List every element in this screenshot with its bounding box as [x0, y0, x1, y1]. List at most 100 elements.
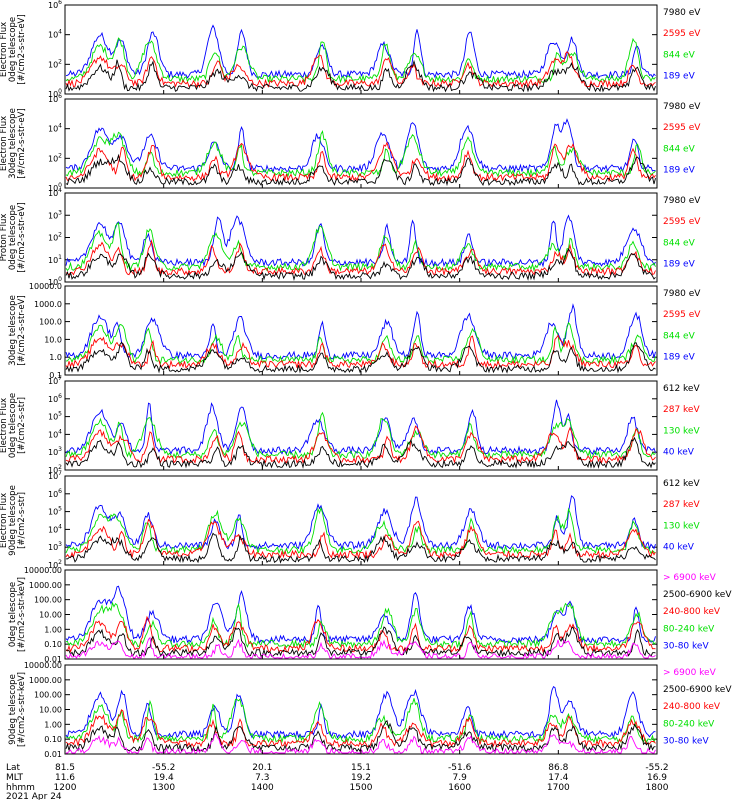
legend-item: 2595 eV [663, 217, 701, 227]
date-label: 2021 Apr 24 [6, 792, 62, 800]
legend-item: 844 eV [663, 144, 696, 154]
legend-item: 7980 eV [663, 8, 701, 18]
x-tick-label-mlt: 19.4 [154, 773, 174, 783]
x-tick-label-hhmm: 1800 [646, 783, 669, 793]
series-blue-trace [65, 399, 656, 456]
series-green-trace [65, 601, 656, 649]
x-tick-label-mlt: 7.3 [255, 773, 269, 783]
panel-1: 100 102 104 106 TEDElectron Flux0deg telesco… [0, 0, 701, 99]
panel-3: 100 101 102 103 104 TEDProton Flux0deg telesc… [0, 187, 701, 287]
series-green-trace [65, 129, 656, 178]
x-tick-label-mlt: 19.2 [351, 773, 371, 783]
y-tick-label: 10.00 [39, 611, 62, 620]
y-tick-label: 1000.0 [34, 300, 62, 309]
panel-5: 102 103 104 105 106 107 MEPEDElectron Flux0deg… [0, 375, 700, 475]
legend-item: 844 eV [663, 50, 696, 60]
legend-item: 2500-6900 keV [663, 590, 732, 600]
x-tick-label-lat: 15.1 [351, 763, 371, 773]
y-tick-label: 100 [48, 182, 62, 193]
y-axis-label: MEPEDElectron Flux90deg telescope[#/cm2-… [0, 485, 27, 556]
legend: 612 keV 287 keV 130 keV 40 keV [663, 384, 700, 458]
legend-item: 7980 eV [663, 102, 701, 112]
y-tick-label: 102 [48, 152, 62, 163]
y-tick-label: 10000.0 [29, 282, 62, 291]
legend-item: 2595 eV [663, 310, 701, 320]
series-red-trace [65, 518, 656, 560]
y-axis-label: TEDElectron Flux30deg telescope[#/cm2-s-… [0, 108, 27, 179]
legend-item: 612 keV [663, 479, 700, 489]
series-black-trace [65, 719, 656, 753]
legend-item: 189 eV [663, 353, 696, 363]
y-tick-label: 106 [48, 488, 62, 499]
legend: 7980 eV 2595 eV 844 eV 189 eV [663, 289, 701, 363]
y-axis-label: 0deg telescope[#/cm2-s-str-keV] [8, 577, 27, 652]
legend: 7980 eV 2595 eV 844 eV 189 eV [663, 196, 701, 270]
y-tick-label: 104 [48, 187, 62, 198]
legend-item: > 6900 keV [663, 573, 717, 583]
series-red-trace [65, 615, 656, 654]
y-tick-label: 100.00 [34, 596, 62, 605]
x-tick-label-hhmm: 1700 [547, 783, 570, 793]
y-tick-label: 10000.00 [24, 566, 62, 575]
y-tick-label: 100.0 [39, 318, 62, 327]
y-tick-label: 106 [48, 93, 62, 104]
legend-item: 2595 eV [663, 123, 701, 133]
series-black-trace [65, 532, 656, 564]
legend: 7980 eV 2595 eV 844 eV 189 eV [663, 8, 701, 82]
legend-item: 80-240 keV [663, 719, 715, 729]
y-tick-label: 102 [48, 232, 62, 243]
y-tick-label: 1.00 [44, 720, 62, 729]
legend: > 6900 keV 2500-6900 keV 240-800 keV 80-240… [663, 668, 732, 746]
y-tick-label: 103 [48, 209, 62, 220]
y-tick-label: 107 [48, 375, 62, 386]
legend-item: 40 keV [663, 543, 695, 553]
y-tick-label: 0.01 [44, 750, 62, 759]
series-black-trace [65, 153, 656, 187]
y-tick-label: 0.1 [49, 371, 62, 380]
y-tick-label: 10.0 [44, 335, 62, 344]
series-blue-trace [65, 495, 656, 551]
y-tick-label: 102 [48, 559, 62, 570]
legend-item: 189 eV [663, 72, 696, 82]
series-green-trace [65, 321, 656, 365]
y-tick-label: 105 [48, 506, 62, 517]
x-tick-label-lat: -55.2 [645, 763, 668, 773]
series-green-trace [65, 221, 656, 272]
x-tick-label-hhmm: 1600 [448, 783, 471, 793]
y-tick-label: 105 [48, 411, 62, 422]
legend-item: 240-800 keV [663, 607, 721, 617]
x-tick-label-mlt: 11.6 [55, 773, 75, 783]
y-tick-label: 107 [48, 470, 62, 481]
y-tick-label: 104 [48, 123, 62, 134]
legend-item: 287 keV [663, 500, 700, 510]
y-tick-label: 10.00 [39, 706, 62, 715]
y-tick-label: 104 [48, 523, 62, 534]
series-green-trace [65, 411, 656, 460]
series-green-trace [65, 698, 656, 744]
series-blue-trace [65, 686, 656, 740]
legend-item: 7980 eV [663, 196, 701, 206]
y-tick-label: 104 [48, 428, 62, 439]
legend-item: 189 eV [663, 260, 696, 270]
legend-item: 2595 eV [663, 29, 701, 39]
y-tick-label: 1.00 [44, 625, 62, 634]
x-tick-label-mlt: 16.9 [647, 773, 667, 783]
y-axis-label: 90deg telescope[#/cm2-s-str-keV] [8, 672, 27, 747]
row-label-hhmm: hhmm [6, 783, 35, 793]
y-tick-label: 102 [48, 58, 62, 69]
y-tick-label: 104 [48, 29, 62, 40]
legend-item: 130 keV [663, 426, 700, 436]
x-tick-label-lat: 81.5 [55, 763, 75, 773]
series-blue-trace [65, 214, 656, 268]
y-axis-label: 30deg telescope[#/cm2-s-str-eV] [8, 295, 27, 366]
legend-item: 30-80 keV [663, 736, 709, 746]
y-tick-label: 0.10 [44, 640, 62, 649]
legend: 7980 eV 2595 eV 844 eV 189 eV [663, 102, 701, 176]
series-blue-trace [65, 24, 656, 79]
x-tick-label-hhmm: 1400 [251, 783, 274, 793]
y-tick-label: 1000.00 [29, 676, 62, 685]
series-green-trace [65, 506, 656, 555]
